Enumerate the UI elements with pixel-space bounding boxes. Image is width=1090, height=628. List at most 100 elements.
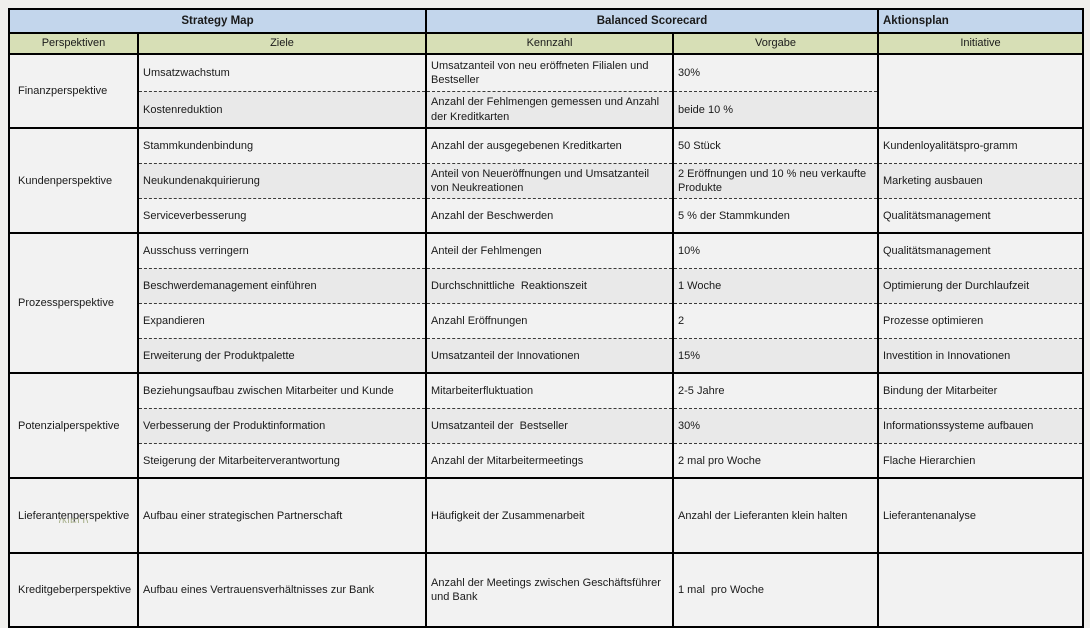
vorgabe-cell: 30% <box>672 407 879 444</box>
initiative-cell: Kundenloyalitätspro-gramm <box>877 128 1084 164</box>
ziel-cell: Verbesserung der Produktinformation <box>137 407 427 444</box>
initiative-cell: Qualitätsmanagement <box>877 197 1084 234</box>
table-row: Prozessperspektive Ausschuss verringern … <box>8 233 1084 374</box>
header-group-row: Strategy Map Balanced Scorecard Aktionsp… <box>8 8 1084 34</box>
initiative-cell: Optimierung der Durchlaufzeit <box>877 267 1084 304</box>
ziel-cell: Aufbau einer strategischen Partnerschaft <box>137 478 427 553</box>
vorgabe-cell: 2 Eröffnungen und 10 % neu verkaufte Pro… <box>672 162 879 199</box>
table-header: Strategy Map Balanced Scorecard Aktionsp… <box>8 8 1084 55</box>
group-kreditgeberperspektive: Kreditgeberperspektive Aufbau eines Vert… <box>8 552 1084 628</box>
header-column-row: Perspektiven Ziele Kennzahl Vorgabe Init… <box>8 32 1084 55</box>
ziel-cell: Kostenreduktion <box>137 90 427 129</box>
kennzahl-cell: Anzahl der Mitarbeitermeetings <box>425 442 674 479</box>
kennzahl-cell: Anteil der Fehlmengen <box>425 233 674 269</box>
kennzahl-cell: Anteil von Neueröffnungen und Umsatzante… <box>425 162 674 199</box>
ziel-cell: Stammkundenbindung <box>137 128 427 164</box>
group-finanzperspektive: Finanzperspektive Umsatzwachstum Umsatza… <box>8 54 1084 129</box>
initiative-cell: Flache Hierarchien <box>877 442 1084 479</box>
ziel-cell: Ausschuss verringern <box>137 233 427 269</box>
column-header-initiative: Initiative <box>877 32 1084 55</box>
ziel-cell: Aufbau eines Vertrauensverhältnisses zur… <box>137 552 427 628</box>
column-header-ziele: Ziele <box>137 32 427 55</box>
header-strategy-map: Strategy Map <box>8 8 427 34</box>
initiative-cell: Informationssysteme aufbauen <box>877 407 1084 444</box>
group-potenzialperspektive: Potenzialperspektive Beziehungsaufbau zw… <box>8 373 1084 479</box>
vorgabe-cell: Anzahl der Lieferanten klein halten <box>672 478 879 553</box>
initiative-cell: Prozesse optimieren <box>877 302 1084 339</box>
initiative-cell: Bindung der Mitarbeiter <box>877 373 1084 409</box>
perspective-cell: Kreditgeberperspektive <box>8 552 139 628</box>
initiative-cell: Qualitätsmanagement <box>877 233 1084 269</box>
table-row: Lieferantenperspektive (NEU) Aufbau eine… <box>8 478 1084 553</box>
table-row: Steigerung der Mitarbeiterverantwortung … <box>9 442 1084 479</box>
kennzahl-cell: Anzahl Eröffnungen <box>425 302 674 339</box>
vorgabe-cell: 15% <box>672 337 879 374</box>
table-row: Finanzperspektive Umsatzwachstum Umsatza… <box>8 54 1084 129</box>
vorgabe-cell: beide 10 % <box>672 90 879 129</box>
table-row: Serviceverbesserung Anzahl der Beschwerd… <box>9 197 1084 234</box>
table-row: Neukundenakquirierung Anteil von Neueröf… <box>9 162 1084 199</box>
group-kundenperspektive: Kundenperspektive Stammkundenbindung Anz… <box>8 128 1084 234</box>
initiative-cell-empty <box>877 552 1084 628</box>
kennzahl-cell: Umsatzanteil der Innovationen <box>425 337 674 374</box>
table-row: Expandieren Anzahl Eröffnungen 2 Prozess… <box>9 302 1084 339</box>
ziel-cell: Serviceverbesserung <box>137 197 427 234</box>
perspective-label: Potenzialperspektive <box>18 419 120 432</box>
table-row: Erweiterung der Produktpalette Umsatzant… <box>9 337 1084 374</box>
kennzahl-cell: Anzahl der Meetings zwischen Geschäftsfü… <box>425 552 674 628</box>
vorgabe-cell: 30% <box>672 54 879 92</box>
initiative-cell: Marketing ausbauen <box>877 162 1084 199</box>
ziel-cell: Expandieren <box>137 302 427 339</box>
group-lieferantenperspektive: Lieferantenperspektive (NEU) Aufbau eine… <box>8 478 1084 553</box>
ziel-cell: Erweiterung der Produktpalette <box>137 337 427 374</box>
perspective-cell: Lieferantenperspektive (NEU) <box>8 478 139 553</box>
column-header-kennzahl: Kennzahl <box>425 32 674 55</box>
kennzahl-cell: Anzahl der ausgegebenen Kreditkarten <box>425 128 674 164</box>
vorgabe-cell: 50 Stück <box>672 128 879 164</box>
kennzahl-cell: Umsatzanteil von neu eröffneten Filialen… <box>425 54 674 92</box>
ziel-cell: Neukundenakquirierung <box>137 162 427 199</box>
kennzahl-cell: Anzahl der Beschwerden <box>425 197 674 234</box>
vorgabe-cell: 5 % der Stammkunden <box>672 197 879 234</box>
table-row: Beschwerdemanagement einführen Durchschn… <box>9 267 1084 304</box>
perspective-label: Kreditgeberperspektive <box>18 583 132 596</box>
ziel-cell: Beziehungsaufbau zwischen Mitarbeiter un… <box>137 373 427 409</box>
kennzahl-cell: Mitarbeiterfluktuation <box>425 373 674 409</box>
vorgabe-cell: 2 <box>672 302 879 339</box>
perspective-label: Finanzperspektive <box>18 85 108 98</box>
ziel-cell: Beschwerdemanagement einführen <box>137 267 427 304</box>
table-row: Kreditgeberperspektive Aufbau eines Vert… <box>8 552 1084 628</box>
column-header-perspektiven: Perspektiven <box>8 32 139 55</box>
ziel-cell: Umsatzwachstum <box>137 54 427 92</box>
initiative-cell-empty <box>877 54 1084 129</box>
vorgabe-cell: 1 Woche <box>672 267 879 304</box>
perspective-cell: Potenzialperspektive <box>8 373 139 479</box>
table-row: Verbesserung der Produktinformation Umsa… <box>9 407 1084 444</box>
kennzahl-cell: Durchschnittliche Reaktionszeit <box>425 267 674 304</box>
column-header-vorgabe: Vorgabe <box>672 32 879 55</box>
initiative-cell: Lieferantenanalyse <box>877 478 1084 553</box>
perspective-label: Kundenperspektive <box>18 174 113 187</box>
perspective-label: Prozessperspektive <box>18 297 114 310</box>
ziel-cell: Steigerung der Mitarbeiterverantwortung <box>137 442 427 479</box>
initiative-cell: Investition in Innovationen <box>877 337 1084 374</box>
group-prozessperspektive: Prozessperspektive Ausschuss verringern … <box>8 233 1084 374</box>
vorgabe-cell: 10% <box>672 233 879 269</box>
table-row: Kostenreduktion Anzahl der Fehlmengen ge… <box>9 90 1083 129</box>
kennzahl-cell: Anzahl der Fehlmengen gemessen und Anzah… <box>425 90 674 129</box>
perspective-label-clipped: (NEU) <box>58 516 89 523</box>
header-aktionsplan: Aktionsplan <box>877 8 1084 34</box>
vorgabe-cell: 2-5 Jahre <box>672 373 879 409</box>
table-row: Potenzialperspektive Beziehungsaufbau zw… <box>8 373 1084 479</box>
perspective-cell: Kundenperspektive <box>8 128 139 234</box>
page-background: Strategy Map Balanced Scorecard Aktionsp… <box>8 8 1084 628</box>
header-balanced-scorecard: Balanced Scorecard <box>425 8 879 34</box>
kennzahl-cell: Häufigkeit der Zusammenarbeit <box>425 478 674 553</box>
vorgabe-cell: 2 mal pro Woche <box>672 442 879 479</box>
kennzahl-cell: Umsatzanteil der Bestseller <box>425 407 674 444</box>
balanced-scorecard-table: Strategy Map Balanced Scorecard Aktionsp… <box>8 8 1084 628</box>
table-row: Kundenperspektive Stammkundenbindung Anz… <box>8 128 1084 234</box>
perspective-label: Lieferantenperspektive <box>18 509 130 522</box>
perspective-cell: Finanzperspektive <box>8 54 139 129</box>
perspective-cell: Prozessperspektive <box>8 233 139 374</box>
